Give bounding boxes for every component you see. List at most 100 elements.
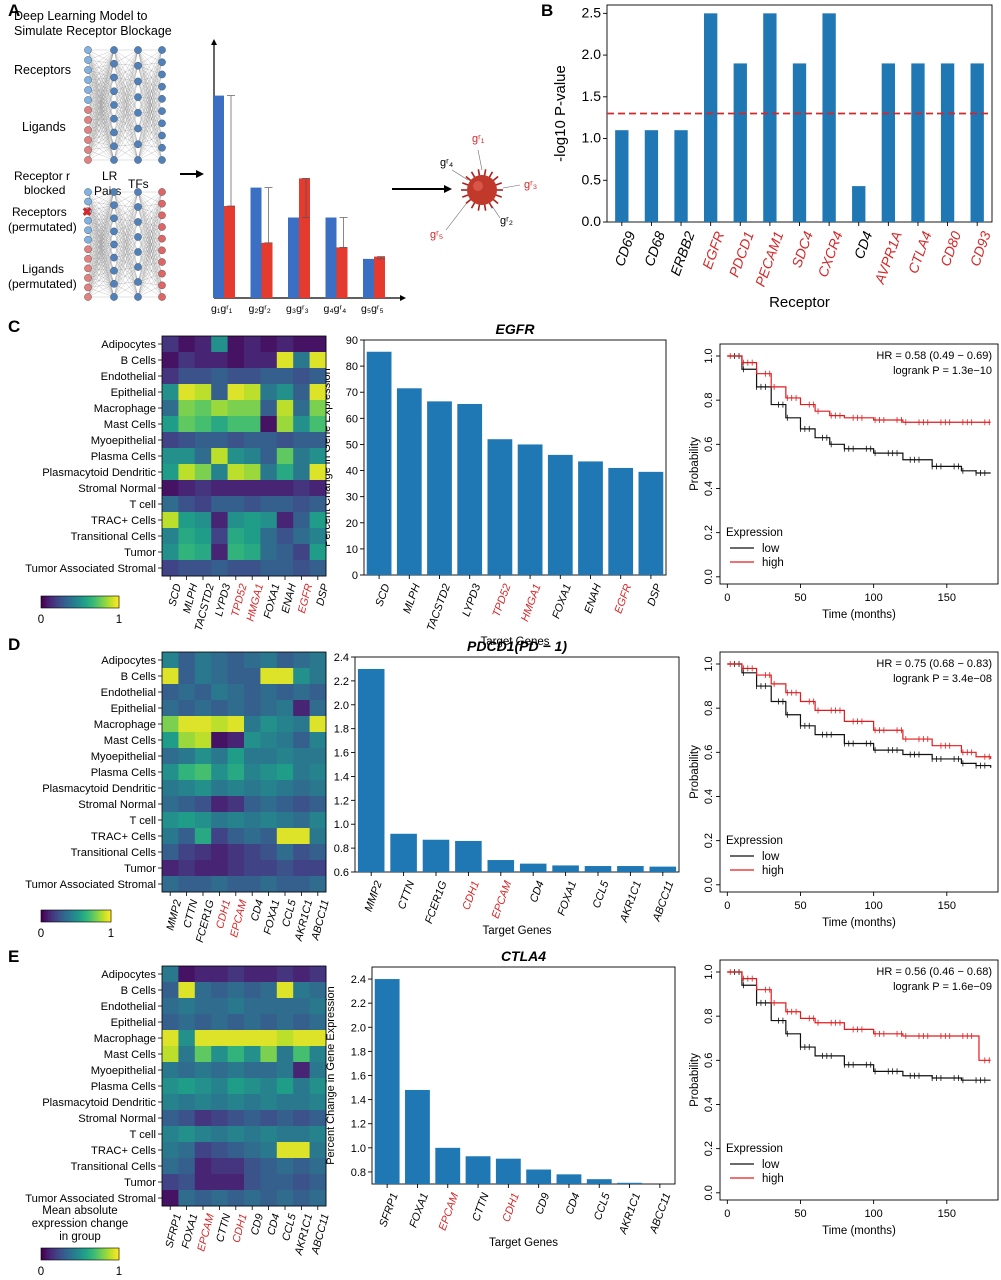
network-edge [87,77,115,161]
heatmap-cell [309,448,327,465]
heatmap-cell [309,668,327,685]
network-edge [113,205,139,268]
network-edge [137,191,163,204]
network-edge [87,49,115,161]
plot-frame [719,343,999,585]
network-node [84,197,92,206]
heatmap-cell [211,464,228,481]
network-node [158,107,166,115]
x-tick-label: 150 [938,592,956,604]
heatmap-cell [260,998,278,1015]
heatmap-cell [276,1094,294,1111]
heatmap-cell [211,560,228,577]
bar [487,860,515,872]
colorbar-segment [102,910,105,922]
network-edge [87,239,115,258]
network-edge [113,266,139,285]
heatmap-cell [244,1142,261,1159]
heatmap-cell [227,464,245,481]
network-edge [113,63,139,161]
network-edge [113,221,139,258]
virus-spike [488,171,494,179]
heatmap-cell [211,416,228,433]
network-edge [113,97,139,119]
heatmap-cell [244,876,261,893]
network-edge [113,206,139,271]
network-edge [87,49,115,151]
heatmap-row-label: Macrophage [94,1033,156,1045]
heatmap-cell [211,480,228,497]
heatmap-cell [194,1078,212,1095]
y-tick-label: 1.8 [334,724,349,736]
heatmap-cell [309,544,327,561]
network-edge [87,191,115,298]
heatmap-cell [276,1126,294,1143]
heatmap-row-label: Tumor Associated Stromal [25,879,156,891]
x-tick-label: CD4 [564,1191,583,1216]
heatmap-cell [194,432,212,449]
y-tick-label: 0.6 [703,1053,715,1068]
x-tick-label: 0 [724,592,730,604]
network-edge [113,191,139,219]
heatmap-row-label: Epithelial [111,703,156,715]
network-edge [137,250,163,253]
heatmap-cell [227,336,245,353]
network-edge [113,257,139,283]
network-edge [113,77,139,129]
colorbar-segment [107,596,110,608]
network-edge [113,49,139,78]
bar [487,439,513,575]
colorbar-segment [81,1248,85,1260]
network-edge [113,205,139,238]
colorbar-segment [60,596,63,608]
heatmap-cell [178,764,196,781]
network-edge [87,69,115,161]
heatmap-cell [309,464,327,481]
x-tick-label: CCL5 [592,1191,613,1222]
y-tick-label: 0.4 [703,481,715,496]
network-edge [87,191,115,284]
heatmap-row-label: B Cells [121,355,157,367]
network-edge [87,218,115,259]
heatmap-cell [293,1030,310,1047]
heatmap-cell [227,512,245,529]
colorbar-segment [72,910,75,922]
heatmap-cell [260,512,278,529]
heatmap-cell [276,1174,294,1191]
plot-frame [363,339,667,576]
network-node [84,46,92,54]
heatmap-cell [276,352,294,369]
network-edge [137,111,163,145]
heatmap-cell [227,1014,245,1031]
heatmap-cell [211,1078,228,1095]
network-edge [87,77,115,141]
heatmap-cell [260,860,278,877]
heatmap-cell [244,1094,261,1111]
heatmap-cell [211,844,228,861]
y-tick-label: 0.8 [703,393,715,408]
heatmap-cell [194,1030,212,1047]
heatmap-cell [227,998,245,1015]
heatmap-cell [178,1158,196,1175]
network-edge [137,49,163,148]
blocked-mark-icon: ✖ [82,205,92,219]
network-edge [87,59,115,133]
network-edge [137,49,163,161]
x-tick-label: CDH1 [460,879,482,911]
colorbar-segment [113,1248,116,1260]
heatmap-cell [162,668,179,685]
heatmap-cell [276,982,294,999]
heatmap-cell [244,384,261,401]
virus-gene-label: gʳ₂ [500,215,513,227]
network-edge [113,191,139,208]
network-edge [113,144,139,161]
heatmap-cell [244,668,261,685]
heatmap-cell [178,1126,196,1143]
heatmap-cell [194,336,212,353]
network-edge [87,99,115,119]
colorbar-segment [74,910,77,922]
network-edge [87,191,115,221]
network-edge [113,77,139,161]
heatmap-cell [260,844,278,861]
network-node [134,93,142,101]
